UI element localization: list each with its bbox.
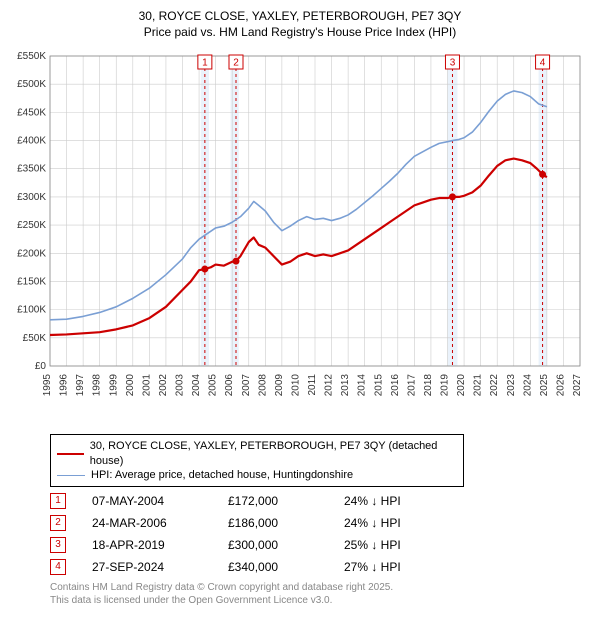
sale-date: 18-APR-2019 (92, 538, 202, 552)
svg-text:2008: 2008 (257, 374, 268, 397)
sale-price: £300,000 (228, 538, 318, 552)
footer-line-2: This data is licensed under the Open Gov… (50, 594, 590, 607)
legend-item: 30, ROYCE CLOSE, YAXLEY, PETERBOROUGH, P… (57, 439, 457, 468)
sale-diff: 24% ↓ HPI (344, 494, 444, 508)
sale-marker: 4 (50, 559, 66, 575)
svg-text:2009: 2009 (274, 374, 285, 397)
svg-text:£0: £0 (35, 361, 47, 372)
sale-price: £172,000 (228, 494, 318, 508)
sale-row: 1 07-MAY-2004 £172,000 24% ↓ HPI (50, 493, 590, 509)
svg-text:2025: 2025 (539, 374, 550, 397)
title-line-2: Price paid vs. HM Land Registry's House … (10, 24, 590, 40)
svg-text:£200K: £200K (17, 249, 46, 260)
svg-text:2021: 2021 (473, 374, 484, 397)
svg-text:2019: 2019 (440, 374, 451, 397)
footer: Contains HM Land Registry data © Crown c… (50, 581, 590, 607)
sale-price: £340,000 (228, 560, 318, 574)
svg-text:1: 1 (202, 58, 208, 69)
svg-text:£150K: £150K (17, 277, 46, 288)
svg-text:2007: 2007 (241, 374, 252, 397)
legend: 30, ROYCE CLOSE, YAXLEY, PETERBOROUGH, P… (50, 434, 464, 487)
svg-text:1999: 1999 (108, 374, 119, 397)
svg-text:£350K: £350K (17, 164, 46, 175)
svg-text:£50K: £50K (23, 333, 47, 344)
svg-text:2003: 2003 (175, 374, 186, 397)
svg-text:3: 3 (450, 58, 456, 69)
svg-text:4: 4 (540, 58, 546, 69)
legend-label: HPI: Average price, detached house, Hunt… (91, 468, 353, 482)
svg-text:2011: 2011 (307, 374, 318, 396)
svg-text:2006: 2006 (224, 374, 235, 397)
svg-text:2017: 2017 (406, 374, 417, 397)
sale-diff: 27% ↓ HPI (344, 560, 444, 574)
svg-text:£400K: £400K (17, 136, 46, 147)
svg-text:1997: 1997 (75, 374, 86, 397)
svg-text:2001: 2001 (141, 374, 152, 397)
sale-date: 27-SEP-2024 (92, 560, 202, 574)
chart-title: 30, ROYCE CLOSE, YAXLEY, PETERBOROUGH, P… (10, 8, 590, 40)
svg-text:2024: 2024 (522, 374, 533, 397)
sales-table: 1 07-MAY-2004 £172,000 24% ↓ HPI 2 24-MAR-200… (50, 493, 590, 575)
svg-text:2026: 2026 (555, 374, 566, 397)
svg-text:£300K: £300K (17, 192, 46, 203)
svg-text:2012: 2012 (324, 374, 335, 397)
svg-text:2020: 2020 (456, 374, 467, 397)
sale-date: 07-MAY-2004 (92, 494, 202, 508)
legend-swatch (57, 453, 84, 455)
svg-text:2004: 2004 (191, 374, 202, 397)
chart-svg: £0 £50K £100K £150K £200K £250K £300K £350K £400… (10, 46, 590, 426)
svg-text:2005: 2005 (208, 374, 219, 397)
footer-line-1: Contains HM Land Registry data © Crown c… (50, 581, 590, 594)
svg-text:2: 2 (233, 58, 239, 69)
sale-row: 2 24-MAR-2006 £186,000 24% ↓ HPI (50, 515, 590, 531)
svg-text:£100K: £100K (17, 305, 46, 316)
chart: £0 £50K £100K £150K £200K £250K £300K £350K £400… (10, 46, 590, 426)
svg-text:£250K: £250K (17, 220, 46, 231)
legend-swatch (57, 475, 85, 476)
sale-row: 4 27-SEP-2024 £340,000 27% ↓ HPI (50, 559, 590, 575)
sale-date: 24-MAR-2006 (92, 516, 202, 530)
svg-text:2000: 2000 (125, 374, 136, 397)
legend-label: 30, ROYCE CLOSE, YAXLEY, PETERBOROUGH, P… (90, 439, 457, 468)
svg-text:1996: 1996 (59, 374, 70, 397)
svg-text:1995: 1995 (42, 374, 53, 397)
svg-text:2014: 2014 (357, 374, 368, 397)
sale-row: 3 18-APR-2019 £300,000 25% ↓ HPI (50, 537, 590, 553)
svg-text:2015: 2015 (373, 374, 384, 397)
title-line-1: 30, ROYCE CLOSE, YAXLEY, PETERBOROUGH, P… (10, 8, 590, 24)
svg-text:2023: 2023 (506, 374, 517, 397)
sale-marker: 3 (50, 537, 66, 553)
sale-marker: 2 (50, 515, 66, 531)
svg-text:2002: 2002 (158, 374, 169, 397)
svg-text:1998: 1998 (92, 374, 103, 397)
sale-price: £186,000 (228, 516, 318, 530)
svg-text:£500K: £500K (17, 80, 46, 91)
legend-item: HPI: Average price, detached house, Hunt… (57, 468, 457, 482)
svg-text:2010: 2010 (290, 374, 301, 397)
svg-text:£550K: £550K (17, 51, 46, 62)
page: 30, ROYCE CLOSE, YAXLEY, PETERBOROUGH, P… (0, 0, 600, 617)
svg-text:2016: 2016 (390, 374, 401, 397)
svg-text:2027: 2027 (572, 374, 583, 397)
sale-diff: 25% ↓ HPI (344, 538, 444, 552)
sale-marker: 1 (50, 493, 66, 509)
svg-text:2013: 2013 (340, 374, 351, 397)
sale-diff: 24% ↓ HPI (344, 516, 444, 530)
svg-text:2022: 2022 (489, 374, 500, 397)
svg-text:£450K: £450K (17, 108, 46, 119)
svg-text:2018: 2018 (423, 374, 434, 397)
